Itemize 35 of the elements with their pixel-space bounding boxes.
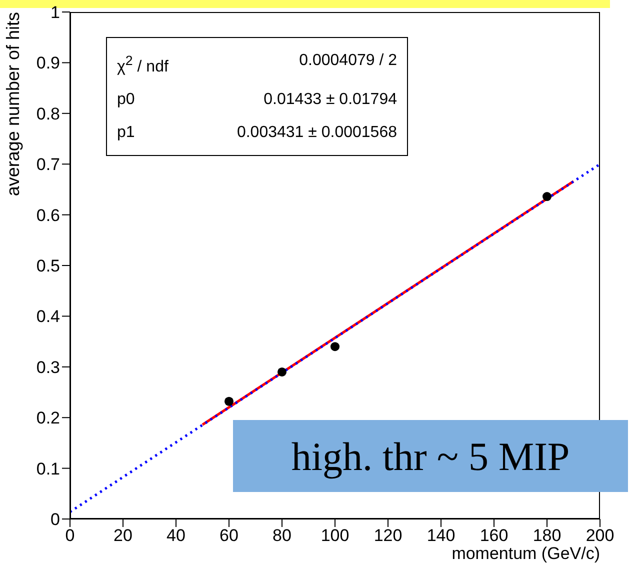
annotation: 0.01433 ± 0.01794 (264, 90, 397, 110)
annotation: 0.0004079 / 2 (299, 51, 397, 71)
y-tick-label: 0.2 (36, 408, 60, 428)
annotation: p0 (117, 90, 135, 110)
point (542, 192, 552, 202)
x-tick-label: 160 (480, 526, 508, 546)
y-tick-label: 0.6 (36, 206, 60, 225)
x-tick-label: 0 (65, 526, 75, 546)
annotation: χ$^{2}$ / ndf (117, 52, 168, 78)
y-tick-label: 0.1 (36, 459, 60, 478)
annotation: 0.003431 ± 0.0001568 (236, 123, 397, 144)
x-tick-label: 140 (426, 526, 456, 546)
x-tick-label: 20 (114, 526, 132, 546)
y-tick-label: 0.3 (36, 358, 60, 377)
x-tick-label: 60 (220, 526, 238, 546)
x-tick-label: 120 (374, 526, 402, 546)
y-tick-label: 0.8 (36, 104, 60, 124)
y-axis-title: average number of hits (2, 12, 23, 196)
x-tick-label: 40 (166, 526, 186, 546)
annotation: p1 (117, 123, 135, 144)
point (224, 396, 234, 406)
point (277, 367, 287, 376)
y-tick-label: 0.7 (36, 155, 60, 174)
annotation: high. thr ~ 5 MIP (233, 420, 628, 492)
x-axis-title: momentum (GeV/c) (452, 544, 600, 563)
x-tick-label: 100 (320, 526, 350, 546)
x-tick-label: 200 (586, 526, 614, 546)
y-tick-label: 0.5 (36, 256, 60, 276)
y-tick-label: 0.4 (36, 307, 60, 326)
x-tick-label: 80 (272, 526, 292, 546)
point (330, 342, 340, 352)
y-tick-label: 0.9 (36, 54, 60, 73)
y-tick-label: 0 (50, 510, 60, 530)
y-tick-label: 1 (50, 3, 60, 22)
x-tick-label: 180 (532, 526, 562, 546)
